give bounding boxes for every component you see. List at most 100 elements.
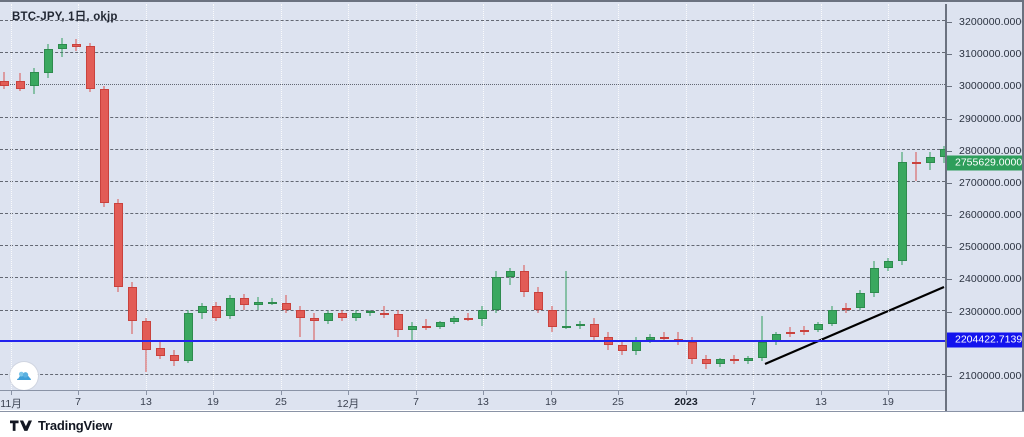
time-axis[interactable]: 11月 7 13 19 25 12月 7 13 19 25 2023 7 13 19 — [0, 390, 945, 412]
horizontal-gridline — [0, 277, 945, 279]
candle-body — [855, 293, 865, 308]
candle-wick — [425, 319, 427, 331]
horizontal-gridline — [0, 20, 945, 22]
candlestick — [337, 309, 347, 321]
time-axis-tick — [483, 391, 484, 395]
candlestick — [533, 287, 543, 313]
candle-body — [99, 89, 109, 204]
candlestick — [43, 44, 53, 78]
candle-body — [183, 312, 193, 362]
candle-body — [463, 317, 473, 320]
price-axis-tick — [947, 150, 952, 152]
vertical-gridline — [281, 4, 282, 390]
candle-body — [197, 306, 207, 313]
candlestick — [757, 316, 767, 362]
candlestick — [505, 267, 515, 286]
candlestick — [323, 311, 333, 325]
candlestick — [491, 270, 501, 313]
candle-body — [421, 325, 431, 328]
candle-body — [225, 298, 235, 316]
candle-wick — [915, 151, 917, 181]
price-axis-label: 2600000.0000 — [959, 209, 1024, 222]
candlestick — [0, 71, 9, 90]
candlestick — [379, 306, 389, 318]
candle-body — [939, 148, 945, 157]
candle-body — [743, 357, 753, 362]
candle-wick — [383, 306, 385, 318]
candlestick — [463, 312, 473, 321]
price-axis-label: 3000000.0000 — [959, 80, 1024, 93]
candlestick — [561, 270, 571, 329]
candle-wick — [761, 316, 763, 362]
candlestick — [351, 309, 361, 321]
candlestick — [589, 317, 599, 342]
vertical-gridline — [483, 4, 484, 390]
vertical-gridline — [686, 4, 687, 390]
support-line[interactable] — [0, 340, 945, 343]
time-axis-label: 19 — [207, 396, 219, 408]
horizontal-gridline — [0, 373, 945, 375]
vertical-gridline — [146, 4, 147, 390]
time-axis-label: 11月 — [0, 398, 22, 410]
chart-plot-area[interactable] — [0, 4, 945, 390]
price-axis-label: 2700000.0000 — [959, 176, 1024, 189]
price-axis[interactable]: 3200000.0000 3100000.0000 3000000.0000 2900… — [945, 4, 1024, 412]
candle-wick — [411, 322, 413, 341]
price-axis-label: 3100000.0000 — [959, 48, 1024, 61]
time-axis-tick — [821, 391, 822, 395]
candle-wick — [299, 306, 301, 337]
candle-body — [547, 309, 557, 328]
candlestick — [141, 317, 151, 373]
candlestick — [309, 312, 319, 342]
candle-body — [897, 161, 907, 262]
candlestick — [519, 264, 529, 297]
chart-title: BTC-JPY, 1日, okjp — [12, 11, 118, 23]
horizontal-gridline — [0, 148, 945, 150]
time-axis-label: 13 — [815, 396, 827, 408]
candlestick — [15, 73, 25, 91]
time-axis-tick — [11, 391, 12, 395]
time-axis-label: 12月 — [336, 398, 360, 410]
candle-body — [57, 44, 67, 49]
candle-body — [309, 317, 319, 321]
candlestick — [911, 151, 921, 181]
axis-bottom-rule — [0, 411, 1024, 412]
time-axis-label: 2023 — [674, 396, 698, 408]
time-axis-label: 7 — [75, 396, 81, 408]
candle-body — [449, 317, 459, 323]
candlestick — [883, 258, 893, 271]
candlestick — [869, 261, 879, 297]
candle-body — [267, 301, 277, 304]
time-axis-label: 7 — [750, 396, 756, 408]
candle-body — [43, 49, 53, 74]
time-axis-label: 25 — [275, 396, 287, 408]
time-axis-tick — [213, 391, 214, 395]
candle-body — [911, 161, 921, 164]
vertical-gridline — [78, 4, 79, 390]
candle-body — [281, 303, 291, 310]
candle-body — [393, 314, 403, 331]
price-axis-tick — [947, 22, 952, 24]
candlestick — [197, 303, 207, 320]
candle-wick — [565, 270, 567, 329]
vertical-gridline — [821, 4, 822, 390]
vertical-gridline — [213, 4, 214, 390]
vertical-gridline — [348, 4, 349, 390]
support-price-tag[interactable]: 2204422.7139 — [947, 332, 1022, 348]
candle-body — [351, 312, 361, 318]
candlestick — [57, 37, 67, 58]
candle-body — [715, 359, 725, 365]
candle-body — [729, 359, 739, 362]
candlestick — [85, 42, 95, 93]
candle-body — [169, 354, 179, 362]
last-price-tag[interactable]: 2755629.0000 — [947, 155, 1022, 171]
candle-body — [869, 267, 879, 294]
candle-body — [127, 287, 137, 321]
candle-body — [239, 298, 249, 305]
price-axis-label: 2300000.0000 — [959, 305, 1024, 318]
candlestick — [897, 151, 907, 265]
candlestick — [113, 198, 123, 292]
candlestick — [29, 68, 39, 95]
candlestick — [743, 356, 753, 365]
cloud-mountain-icon — [17, 371, 31, 380]
